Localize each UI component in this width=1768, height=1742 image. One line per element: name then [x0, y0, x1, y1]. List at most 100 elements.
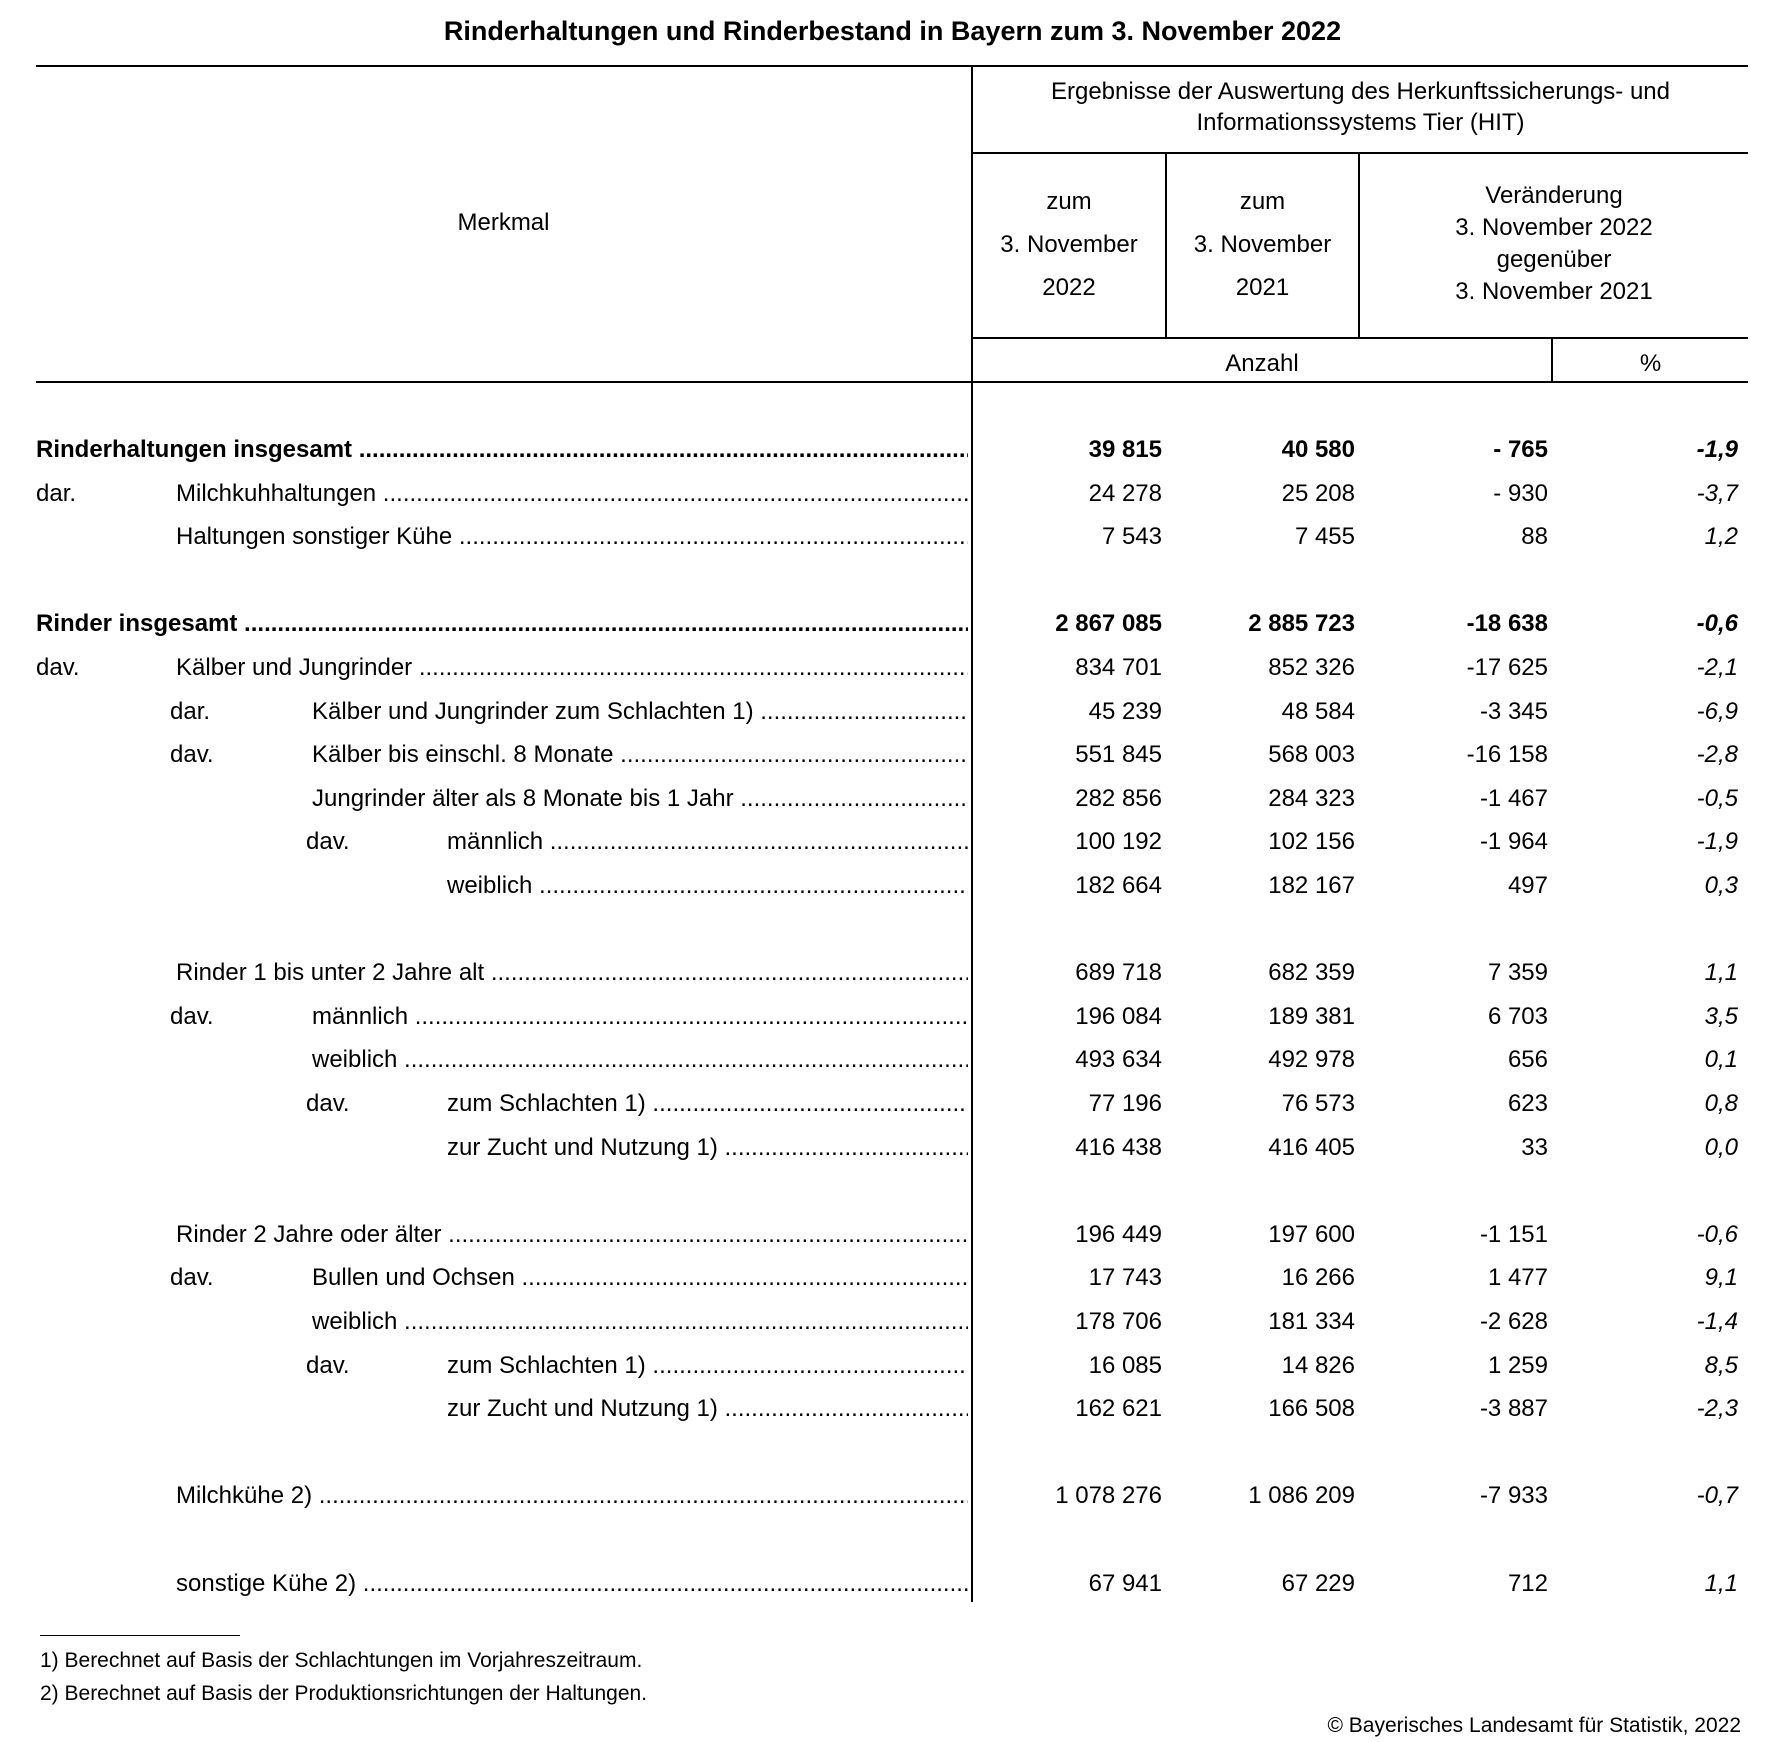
value-2022: 178 706 [1075, 1308, 1162, 1335]
row-prefix: dav. [36, 654, 80, 681]
header-text: 3. November [1000, 231, 1138, 258]
value-2021: 48 584 [1281, 697, 1355, 725]
table-row: dav. Kälber und Jungrinder 834 701 852 326 -… [36, 646, 1748, 690]
row-prefix: dav. [306, 828, 350, 856]
row-label: Rinder 1 bis unter 2 Jahre alt [176, 951, 968, 995]
value-2021: 16 266 [1281, 1264, 1355, 1292]
row-label: Kälber und Jungrinder zum Schlachten 1) [312, 690, 968, 734]
value-change-percent: 8,5 [1704, 1351, 1738, 1379]
value-change: 1 477 [1487, 1264, 1548, 1292]
value-2021: 1 086 209 [1248, 1482, 1355, 1510]
table-row: sonstige Kühe 2) 67 941 67 229 712 1,1 [36, 1562, 1748, 1606]
unit-count: Anzahl [1225, 350, 1299, 377]
value-2021: 189 381 [1268, 1002, 1355, 1030]
value-2022: 196 449 [1075, 1220, 1162, 1248]
value-change: 7 359 [1487, 959, 1548, 987]
value-change: -1 964 [1479, 828, 1548, 856]
value-2022: 67 941 [1088, 1569, 1162, 1597]
footnote: 1) Berechnet auf Basis der Schlachtungen… [40, 1649, 643, 1672]
row-label: Milchkühe 2) [176, 1474, 968, 1518]
value-2022: 551 845 [1075, 741, 1162, 769]
value-change-percent: 9,1 [1704, 1264, 1738, 1292]
value-change-percent: -6,9 [1696, 697, 1738, 725]
value-change-percent: -2,1 [1696, 654, 1738, 681]
value-change-percent: 0,0 [1704, 1133, 1738, 1161]
value-2022: 689 718 [1075, 959, 1162, 987]
row-label: zum Schlachten 1) [447, 1344, 968, 1388]
row-label: weiblich [312, 1038, 968, 1082]
value-change-percent: -2,8 [1696, 741, 1738, 769]
value-2022: 39 815 [1088, 436, 1162, 463]
table-row: Rinder insgesamt 2 867 085 2 885 723 -18 63… [36, 602, 1748, 646]
copyright: © Bayerisches Landesamt für Statistik, 2… [1327, 1714, 1741, 1737]
row-label: Kälber und Jungrinder [176, 646, 968, 690]
value-2021: 182 167 [1268, 872, 1355, 899]
row-prefix: dav. [170, 741, 214, 769]
value-2022: 100 192 [1075, 828, 1162, 856]
value-2021: 40 580 [1281, 436, 1355, 463]
value-change: 6 703 [1487, 1002, 1548, 1030]
table-row: weiblich 493 634 492 978 656 0,1 [36, 1038, 1748, 1082]
row-label: männlich [447, 820, 968, 864]
header-source-line: Ergebnisse der Auswertung des Herkunftss… [1050, 78, 1670, 105]
table-row: dav. zum Schlachten 1) 16 085 14 826 1 259 8,… [36, 1344, 1748, 1388]
value-2022: 182 664 [1075, 872, 1162, 899]
table-row: zur Zucht und Nutzung 1) 162 621 166 508 -3… [36, 1387, 1748, 1431]
value-change: -3 887 [1479, 1395, 1548, 1423]
value-change: -16 158 [1466, 741, 1548, 769]
col-divider [1358, 152, 1360, 338]
row-label: zum Schlachten 1) [447, 1082, 968, 1126]
table-row: dav. männlich 196 084 189 381 6 703 3,5 [36, 995, 1748, 1039]
value-change: 656 [1507, 1046, 1548, 1074]
value-2021: 492 978 [1268, 1046, 1355, 1074]
header-text: gegenüber [1496, 246, 1612, 273]
top-rule [36, 65, 1748, 67]
value-2022: 7 543 [1101, 523, 1162, 551]
value-2022: 77 196 [1088, 1090, 1162, 1117]
value-2022: 1 078 276 [1055, 1482, 1162, 1510]
table-row: dar. Kälber und Jungrinder zum Schlachten… [36, 690, 1748, 734]
table-row: dav. männlich 100 192 102 156 -1 964 -1,9 [36, 820, 1748, 864]
value-2021: 25 208 [1281, 479, 1355, 507]
value-change: 1 259 [1487, 1351, 1548, 1379]
value-change: -1 151 [1479, 1220, 1548, 1248]
value-change: -3 345 [1479, 697, 1548, 725]
header-text: zum [1239, 188, 1286, 215]
value-change-percent: 1,2 [1704, 523, 1738, 551]
value-change: -17 625 [1466, 654, 1548, 681]
value-2022: 2 867 085 [1055, 610, 1162, 638]
value-2021: 7 455 [1294, 523, 1355, 551]
header-text: 3. November 2022 [1455, 214, 1653, 241]
row-label: Kälber bis einschl. 8 Monate [312, 733, 968, 777]
value-change-percent: 1,1 [1704, 1569, 1738, 1597]
header-col-change: Veränderung 3. November 2022 gegenüber 3… [1360, 180, 1748, 308]
value-2021: 852 326 [1268, 654, 1355, 681]
value-2022: 17 743 [1088, 1264, 1162, 1292]
value-2021: 682 359 [1268, 959, 1355, 987]
row-label: weiblich [447, 864, 968, 908]
value-2021: 14 826 [1281, 1351, 1355, 1379]
table-row: dav. zum Schlachten 1) 77 196 76 573 623 0,8 [36, 1082, 1748, 1126]
table-row: Rinder 1 bis unter 2 Jahre alt 689 718 682… [36, 951, 1748, 995]
table-row: weiblich 178 706 181 334 -2 628 -1,4 [36, 1300, 1748, 1344]
value-change-percent: -1,9 [1696, 828, 1738, 856]
value-change-percent: 0,8 [1704, 1090, 1738, 1117]
row-label: männlich [312, 995, 968, 1039]
value-2021: 102 156 [1268, 828, 1355, 856]
footnote-rule [40, 1635, 240, 1636]
value-change-percent: 0,3 [1704, 872, 1738, 899]
header-rule [972, 337, 1748, 339]
value-2021: 568 003 [1268, 741, 1355, 769]
row-label: Bullen und Ochsen [312, 1256, 968, 1300]
value-change: -18 638 [1466, 610, 1548, 638]
row-prefix: dar. [170, 697, 211, 725]
row-label: Rinderhaltungen insgesamt [36, 428, 968, 472]
value-change: 497 [1507, 872, 1548, 899]
row-prefix: dav. [306, 1351, 350, 1379]
value-2021: 67 229 [1281, 1569, 1355, 1597]
header-text: 3. November [1193, 231, 1332, 258]
table-row: zur Zucht und Nutzung 1) 416 438 416 405 33… [36, 1126, 1748, 1170]
value-change: -1 467 [1479, 784, 1548, 812]
col-divider [1551, 337, 1553, 382]
